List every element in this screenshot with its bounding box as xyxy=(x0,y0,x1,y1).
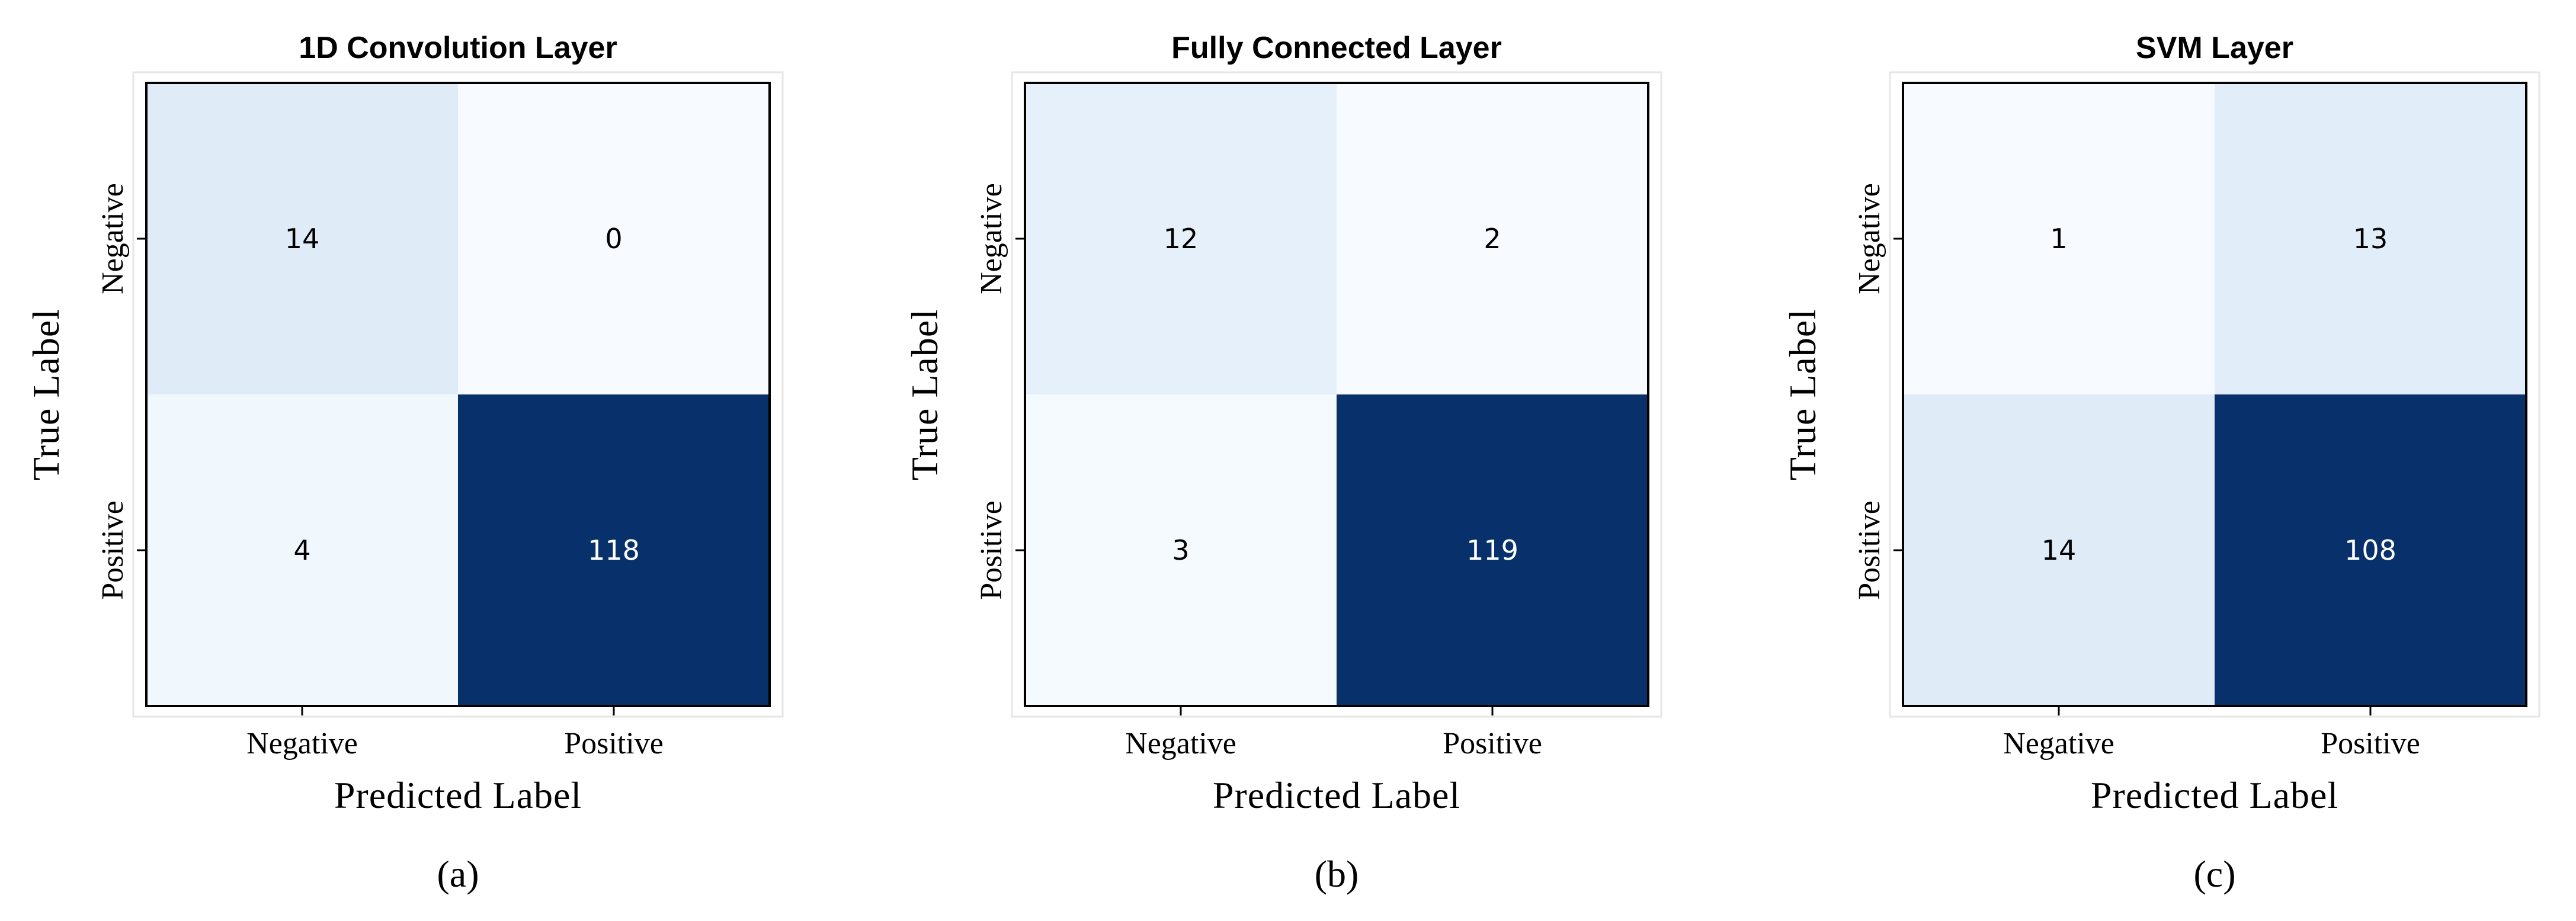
y-tick-label: Positive xyxy=(96,500,130,600)
x-tick-label: Negative xyxy=(1125,727,1236,760)
axes-border xyxy=(1902,82,2527,707)
cell-value-label: 13 xyxy=(2353,223,2388,255)
subfigure-caption: (c) xyxy=(2193,853,2235,895)
confusion-matrix-panel: 12 2 3 119 Fully Connected Layer Negative Posi… xyxy=(903,31,1662,895)
heatmap-cell xyxy=(2215,394,2526,706)
cell-value-label: 4 xyxy=(293,534,310,566)
heatmap-cell xyxy=(458,394,770,706)
heatmap-cell xyxy=(146,394,458,706)
heatmap-cell xyxy=(458,83,770,394)
axes-background-frame xyxy=(1011,71,1662,718)
heatmap-cell xyxy=(1903,394,2215,706)
confusion-matrix-panel: 1 13 14 108 SVM Layer Negative Positive Negativ… xyxy=(1782,31,2540,895)
y-tick-label: Negative xyxy=(96,183,130,294)
heatmap-cell xyxy=(1025,394,1337,706)
x-tick-label: Positive xyxy=(2321,727,2420,760)
cell-value-label: 14 xyxy=(285,223,320,255)
heatmap-cell xyxy=(146,83,458,394)
panel-title: Fully Connected Layer xyxy=(1171,31,1502,65)
axes-border xyxy=(145,82,771,707)
x-axis-label: Predicted Label xyxy=(334,774,582,816)
cell-value-label: 1 xyxy=(2050,223,2067,255)
cell-value-label: 3 xyxy=(1172,534,1189,566)
heatmap-cell xyxy=(1337,83,1648,394)
y-axis-label: True Label xyxy=(903,309,946,480)
subfigure-caption: (a) xyxy=(437,853,479,895)
x-tick-label: Negative xyxy=(2003,727,2114,760)
cell-value-label: 108 xyxy=(2344,534,2396,566)
y-axis-label: True Label xyxy=(25,309,67,480)
heatmap-cell xyxy=(1337,394,1648,706)
y-tick-label: Positive xyxy=(1853,500,1886,600)
y-tick-label: Negative xyxy=(975,183,1008,294)
axes-background-frame xyxy=(132,71,784,718)
y-axis-label: True Label xyxy=(1782,309,1824,480)
cell-value-label: 0 xyxy=(605,223,622,255)
cell-value-label: 119 xyxy=(1466,534,1518,566)
y-tick-label: Negative xyxy=(1853,183,1886,294)
cell-value-label: 12 xyxy=(1164,223,1199,255)
heatmap-cell xyxy=(2215,83,2526,394)
x-axis-label: Predicted Label xyxy=(2091,774,2338,816)
cell-value-label: 14 xyxy=(2042,534,2077,566)
x-tick-label: Positive xyxy=(1443,727,1542,760)
panel-title: SVM Layer xyxy=(2136,31,2293,65)
heatmap-cell xyxy=(1903,83,2215,394)
panel-title: 1D Convolution Layer xyxy=(299,31,617,65)
subfigure-caption: (b) xyxy=(1315,853,1359,895)
confusion-matrix-panel: 14 0 4 118 1D Convolution Layer Negative Posit… xyxy=(25,31,784,895)
y-tick-label: Positive xyxy=(975,500,1008,600)
axes-background-frame xyxy=(1889,71,2540,718)
heatmap-cell xyxy=(1025,83,1337,394)
x-tick-label: Positive xyxy=(564,727,664,760)
x-axis-label: Predicted Label xyxy=(1213,774,1460,816)
cell-value-label: 118 xyxy=(588,534,640,566)
cell-value-label: 2 xyxy=(1484,223,1501,255)
axes-border xyxy=(1024,82,1649,707)
x-tick-label: Negative xyxy=(246,727,358,760)
